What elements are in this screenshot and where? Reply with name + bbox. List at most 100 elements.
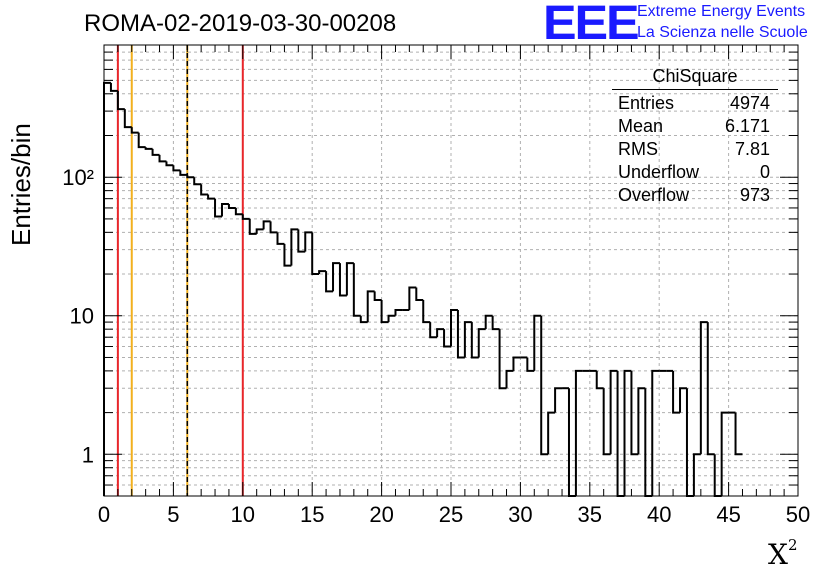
y-tick-label: 10² (62, 165, 94, 190)
histogram-bin (200, 184, 209, 196)
stats-row-entries: Entries 4974 (618, 93, 770, 113)
histogram-bin (130, 127, 139, 134)
histogram-bin (512, 356, 521, 371)
histogram-bin (158, 154, 167, 163)
axis-ticks (103, 44, 799, 497)
histogram-bin (234, 207, 243, 216)
histogram-bin (706, 322, 715, 456)
histogram-bin (325, 271, 334, 293)
histogram-bin (290, 228, 299, 266)
x-axis-label: X2 (768, 536, 798, 571)
histogram-bin (262, 220, 271, 230)
histogram-bin (123, 109, 132, 129)
histogram-bin (193, 177, 202, 186)
histogram-bin (207, 194, 216, 200)
histogram-bin (637, 387, 646, 455)
histogram-bin (554, 387, 563, 413)
histogram-bin (644, 388, 653, 497)
histogram-bin (352, 263, 361, 317)
y-tick-label: 10 (70, 304, 94, 329)
histogram-bin (436, 328, 445, 338)
histogram-bin (734, 412, 743, 456)
histogram-bin (311, 232, 320, 276)
x-tick-label: 35 (578, 502, 602, 527)
histogram-bin (408, 286, 417, 311)
histogram-bin (477, 328, 486, 358)
histogram-bin (692, 453, 701, 496)
x-tick-label: 0 (98, 502, 110, 527)
histogram-bin (484, 314, 493, 330)
y-axis-label: Entries/bin (6, 123, 36, 246)
histogram-bin (248, 218, 257, 235)
histogram-bin (623, 369, 632, 496)
histogram-bin (345, 262, 354, 296)
histogram-bin (137, 132, 146, 149)
x-tick-label: 25 (439, 502, 463, 527)
histogram-bin (297, 229, 306, 253)
grid-lines (104, 45, 798, 496)
histogram-bin (373, 291, 382, 301)
histogram-bin (672, 370, 681, 414)
x-tick-label: 45 (716, 502, 740, 527)
histogram-bin (540, 315, 549, 456)
histogram-bin (338, 263, 347, 297)
x-tick-label: 40 (647, 502, 671, 527)
histogram-bin (227, 204, 236, 209)
histogram-bin (595, 370, 604, 390)
histogram-bin (172, 165, 181, 172)
histogram-bin (630, 370, 639, 456)
histogram-bin (109, 82, 118, 92)
stats-row-underflow: Underflow 0 (618, 162, 770, 182)
histogram-bin (470, 322, 479, 359)
histogram-bin (456, 310, 465, 359)
histogram-bin (450, 309, 458, 347)
logo-line-1: Extreme Energy Events (637, 3, 806, 20)
histogram-bin (463, 321, 472, 358)
stats-row-rms: RMS 7.81 (618, 139, 770, 159)
histogram-bin (422, 299, 431, 324)
histogram-bin (116, 90, 125, 111)
histogram-bin (429, 322, 438, 339)
histogram-bin (269, 221, 278, 234)
chart-title: ROMA-02-2019-03-30-00208 (84, 10, 397, 37)
histogram-bin (505, 369, 514, 389)
histogram-bin (380, 299, 389, 324)
histogram-bin (103, 81, 111, 496)
histogram-bin (366, 290, 375, 323)
histogram-bin (651, 369, 660, 496)
stats-row-mean: Mean 6.171 (618, 116, 770, 136)
histogram-bin (220, 203, 229, 217)
histogram-bin (720, 411, 729, 496)
histogram-bin (616, 370, 625, 497)
tick-labels: 0 5 10 15 20 25 30 35 40 45 50 1 10 10² (62, 165, 810, 527)
histogram-bin (304, 231, 313, 252)
histogram-bin (394, 309, 403, 316)
x-tick-label: 30 (508, 502, 532, 527)
histogram-bin (679, 387, 687, 413)
histogram-bin (526, 357, 535, 372)
logo-line-2: La Scienza nelle Scuole (637, 24, 808, 41)
histogram-bin (144, 147, 153, 150)
histogram-bin (151, 148, 160, 156)
histogram-bin (214, 198, 222, 218)
marker-lines (116, 45, 244, 496)
histogram-bin (491, 315, 500, 331)
histogram-bin (186, 174, 195, 179)
histogram-bin (567, 388, 576, 497)
histogram-bin (165, 161, 174, 167)
histogram-bin (498, 329, 507, 390)
histogram-bin (574, 369, 583, 496)
stats-box: ChiSquare Entries 4974 Mean 6.171 RMS 7.81 … (612, 66, 778, 207)
x-tick-label: 5 (167, 502, 179, 527)
histogram-bin (241, 214, 250, 220)
x-tick-label: 20 (369, 502, 393, 527)
x-tick-label: 10 (231, 502, 255, 527)
x-tick-label: 50 (786, 502, 810, 527)
histogram-bin (547, 411, 556, 455)
eee-logo: EEE (543, 0, 640, 50)
histogram-bin (443, 329, 451, 348)
histogram-bin (276, 232, 285, 245)
histogram-bin (359, 315, 368, 324)
histogram-bin (318, 270, 327, 275)
histogram-bin (387, 314, 396, 323)
